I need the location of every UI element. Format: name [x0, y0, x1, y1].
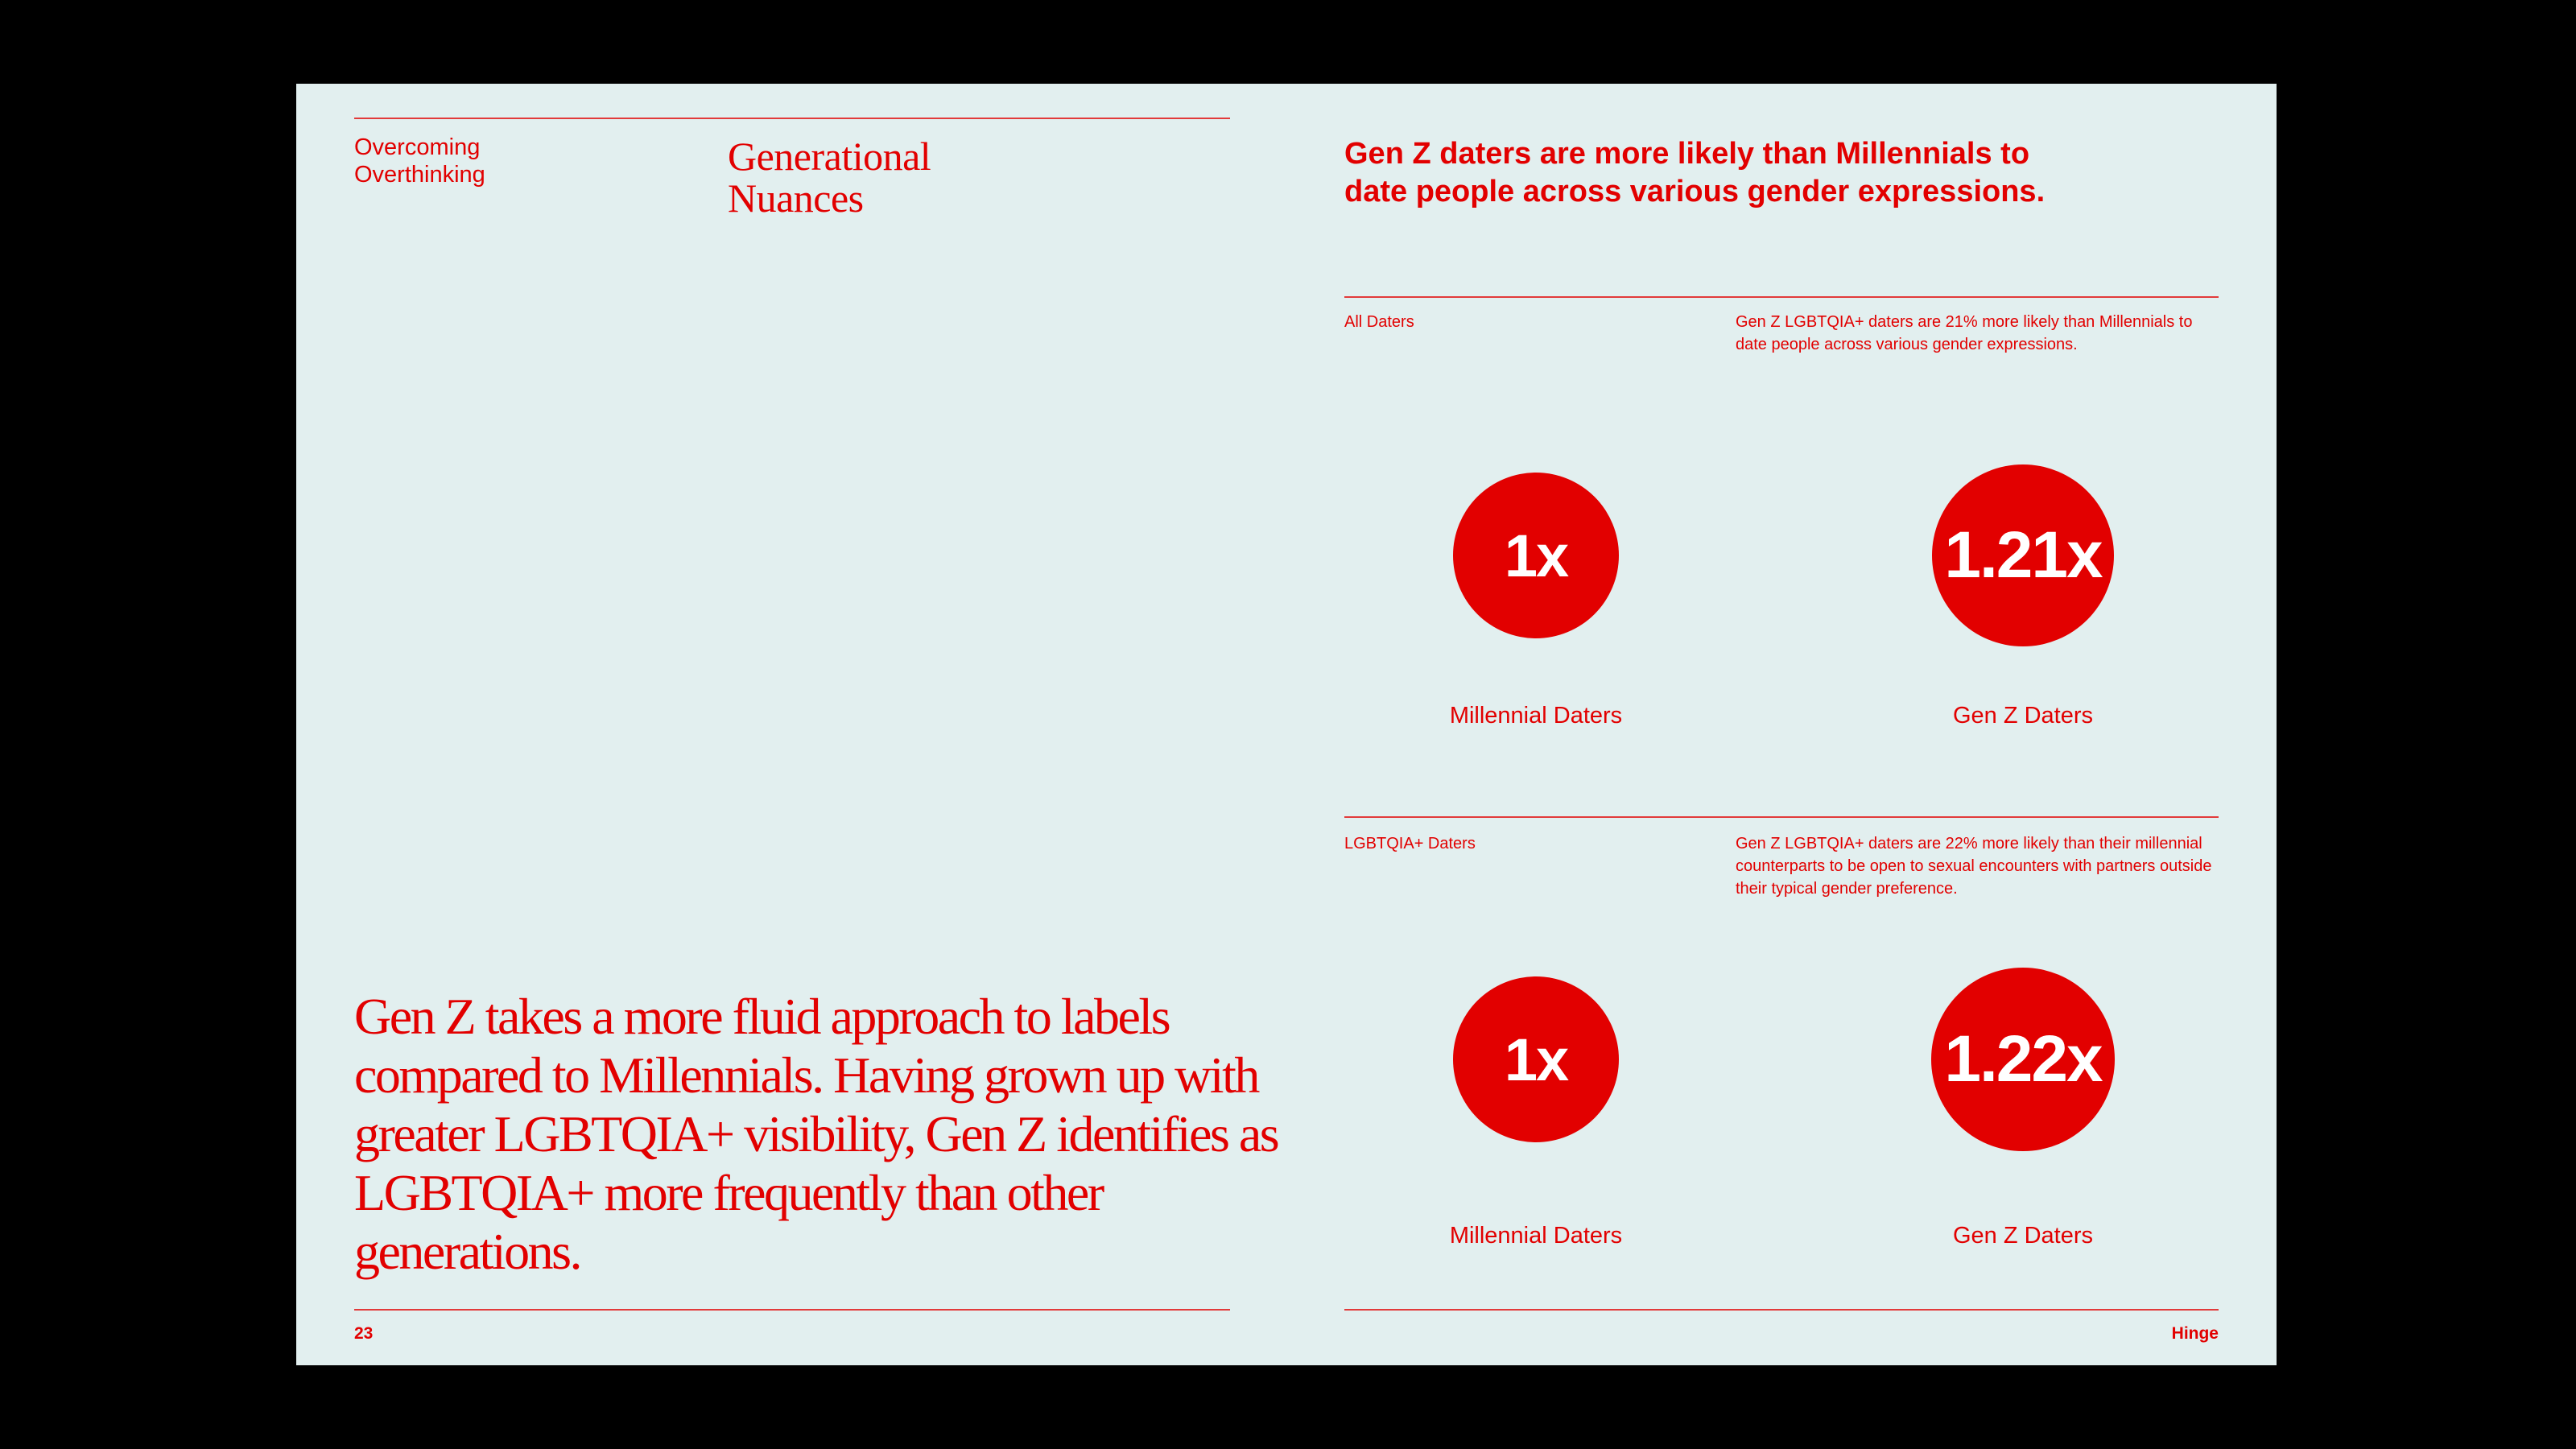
chart-2-category-genz: Gen Z Daters — [1952, 1223, 2094, 1249]
bottom-rule-left — [354, 1309, 1230, 1311]
chart-1-bubble-millennial: 1x — [1453, 473, 1619, 638]
chart-2-rule — [1344, 816, 2219, 818]
top-rule-left — [354, 118, 1230, 119]
chart-1-category-millennial: Millennial Daters — [1449, 703, 1623, 729]
chart-2-bubble-millennial: 1x — [1453, 976, 1619, 1142]
chapter-title: Generational Nuances — [728, 134, 931, 221]
chart-1-rule — [1344, 296, 2219, 298]
page-number: 23 — [354, 1324, 374, 1343]
chart-1-group-label: All Daters — [1344, 313, 1414, 331]
intro-quote: Gen Z takes a more fluid approach to lab… — [354, 988, 1280, 1280]
brand-logo: Hinge — [2171, 1324, 2219, 1343]
chart-1-bubble-genz: 1.21x — [1931, 464, 2115, 647]
chart-2-description: Gen Z LGBTQIA+ daters are 22% more likel… — [1736, 835, 2212, 898]
chart-2-value-label-millennial: 1x — [1504, 1026, 1569, 1093]
chart-2-group-label: LGBTQIA+ Daters — [1344, 835, 1476, 852]
chart-1-category-genz: Gen Z Daters — [1952, 703, 2094, 729]
chart-1-value-label-genz: 1.21x — [1944, 518, 2103, 592]
headline: Gen Z daters are more likely than Millen… — [1344, 137, 2046, 208]
section-label: Overcoming Overthinking — [354, 134, 485, 188]
chart-1-description: Gen Z LGBTQIA+ daters are 21% more likel… — [1736, 313, 2193, 353]
chart-1-value-label-millennial: 1x — [1504, 522, 1569, 589]
report-page: Overcoming Overthinking Generational Nua… — [296, 84, 2277, 1365]
chart-2-category-millennial: Millennial Daters — [1449, 1223, 1623, 1249]
chart-2-bubble-genz: 1.22x — [1931, 968, 2115, 1151]
chart-2-value-label-genz: 1.22x — [1944, 1022, 2103, 1096]
bottom-rule-right — [1344, 1309, 2219, 1311]
